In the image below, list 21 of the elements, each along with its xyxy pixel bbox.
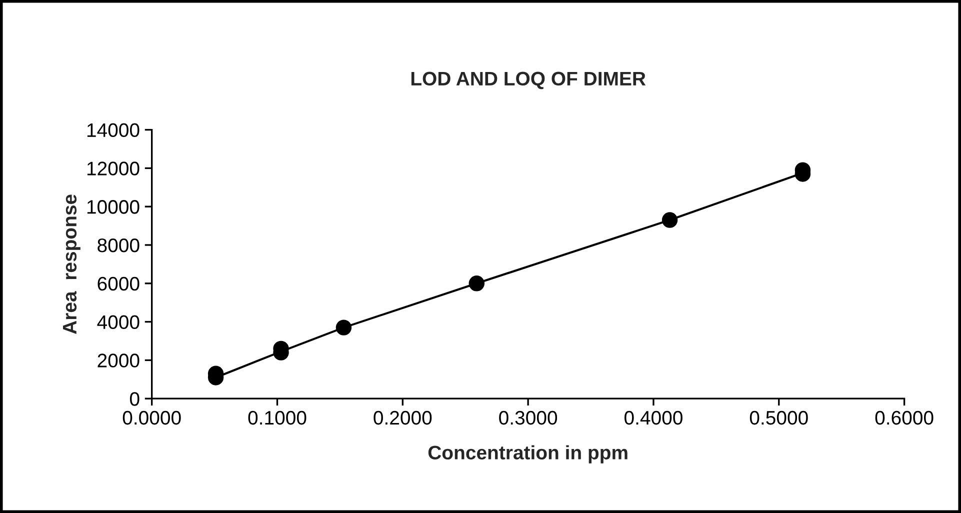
y-tick-label: 10000 xyxy=(87,200,140,214)
x-tick-label: 0.0000 xyxy=(122,410,181,425)
x-tick-label: 0.5000 xyxy=(750,410,808,425)
y-axis-title: Area response xyxy=(63,194,80,334)
x-tick-label: 0.1000 xyxy=(248,410,306,425)
x-tick-label: 0.2000 xyxy=(374,410,432,425)
point xyxy=(468,276,485,292)
x-axis-title: Concentration in ppm xyxy=(428,445,628,464)
x-tick-label: 0.6000 xyxy=(875,410,934,425)
y-tick-label: 6000 xyxy=(98,276,140,291)
y-tick-label: 2000 xyxy=(98,354,140,368)
y-tick-label: 4000 xyxy=(97,315,140,330)
point xyxy=(662,212,678,228)
y-tick-label: 0 xyxy=(130,392,140,406)
chart-title: LOD AND LOQ OF DIMER xyxy=(411,72,646,90)
y-tick-label: 14000 xyxy=(87,123,140,138)
point xyxy=(336,320,352,336)
x-tick-label: 0.3000 xyxy=(499,410,558,425)
y-tick-label: 8000 xyxy=(98,238,140,252)
y-tick-label: 12000 xyxy=(87,162,140,176)
x-tick-label: 0.4000 xyxy=(624,410,682,425)
